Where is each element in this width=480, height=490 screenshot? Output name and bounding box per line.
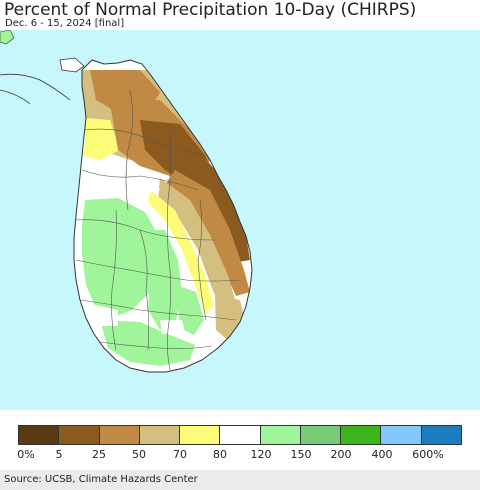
island-outline: [73, 59, 253, 373]
legend-label-6: 120: [250, 448, 272, 461]
legend-swatch-2: [99, 426, 140, 444]
legend-swatch-3: [139, 426, 181, 444]
district-boundaries: [75, 89, 241, 371]
legend-labels: 0% 5 25 50 70 80 120 150 200 400 600%: [0, 448, 480, 462]
legend-label-3: 50: [132, 448, 146, 461]
legend-label-10: 600%: [412, 448, 444, 461]
precipitation-map: [0, 30, 480, 410]
legend-label-9: 400: [371, 448, 393, 461]
legend-label-0: 0%: [17, 448, 35, 461]
legend-label-4: 70: [173, 448, 187, 461]
source-text: Source: UCSB, Climate Hazards Center: [4, 474, 198, 485]
source-footer: Source: UCSB, Climate Hazards Center: [0, 470, 480, 490]
legend-swatch-9: [381, 426, 422, 444]
jaffna-islands: [59, 57, 85, 73]
legend-label-2: 25: [92, 448, 106, 461]
legend-label-8: 200: [330, 448, 352, 461]
northwest-islet: [0, 30, 15, 45]
legend-swatch-7: [300, 426, 342, 444]
legend-label-5: 80: [213, 448, 227, 461]
ocean: [0, 30, 480, 410]
map-title: Percent of Normal Precipitation 10-Day (…: [4, 0, 417, 20]
legend-swatch-5: [220, 426, 261, 444]
legend-swatch-4: [180, 426, 221, 444]
mannar-coast: [0, 73, 71, 101]
map-subtitle: Dec. 6 - 15, 2024 [final]: [5, 18, 125, 29]
legend-swatch-6: [260, 426, 301, 444]
legend-label-1: 5: [55, 448, 63, 461]
mannar-coast-2: [0, 89, 31, 105]
legend-color-bar: [18, 425, 462, 445]
legend-swatch-10: [421, 426, 461, 444]
legend-label-7: 150: [290, 448, 312, 461]
legend-swatch-8: [341, 426, 382, 444]
legend-swatch-1: [59, 426, 100, 444]
legend-swatch-0: [19, 426, 60, 444]
